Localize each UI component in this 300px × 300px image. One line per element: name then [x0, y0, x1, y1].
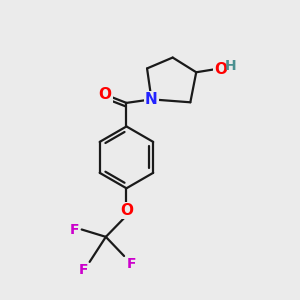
Text: F: F [79, 263, 88, 278]
Text: O: O [214, 62, 227, 77]
Text: H: H [225, 59, 236, 73]
Text: F: F [126, 257, 136, 272]
Text: F: F [70, 223, 79, 236]
Text: N: N [145, 92, 158, 107]
Text: O: O [99, 87, 112, 102]
Text: O: O [120, 203, 133, 218]
